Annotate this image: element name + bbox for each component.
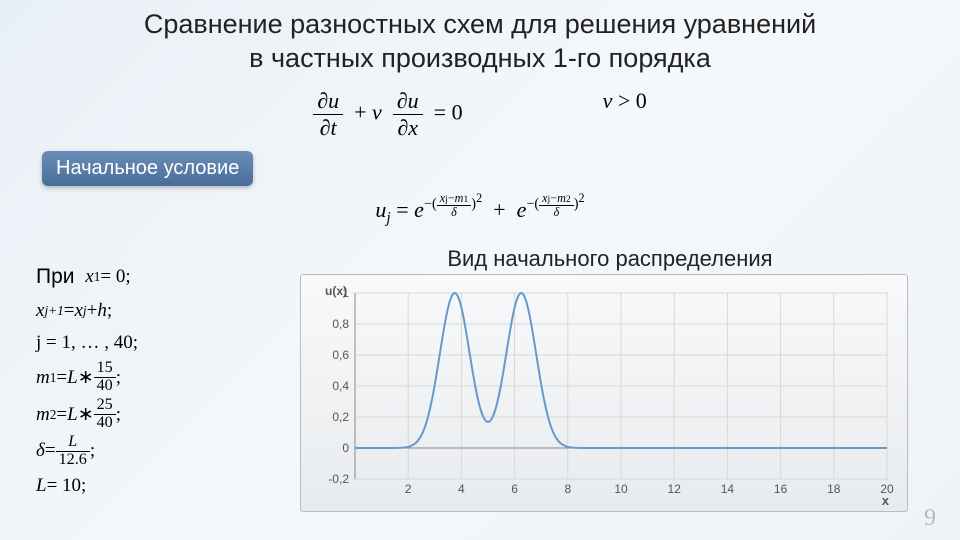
param-m2: m2 = L ∗ 2540; (36, 397, 138, 432)
svg-text:14: 14 (721, 482, 735, 496)
svg-text:0,4: 0,4 (332, 379, 349, 393)
initial-condition-formula: uj = e−(xj−m1δ)2 + e−(xj−m2δ)2 (0, 192, 960, 227)
svg-text:0,8: 0,8 (332, 317, 349, 331)
svg-text:0: 0 (342, 441, 349, 455)
svg-text:0,6: 0,6 (332, 348, 349, 362)
chart-container: 2468101214161820-0,200,20,40,60,81u(x)x (300, 274, 908, 512)
param-x1: При x1 = 0; (36, 260, 138, 294)
param-j: j = 1, … , 40; (36, 328, 138, 358)
param-L: L = 10; (36, 471, 138, 501)
velocity-condition: v > 0 (603, 88, 647, 141)
svg-text:8: 8 (564, 482, 571, 496)
svg-text:u(x): u(x) (325, 284, 347, 298)
svg-text:2: 2 (405, 482, 412, 496)
distribution-chart: 2468101214161820-0,200,20,40,60,81u(x)x (307, 281, 899, 507)
chart-area: Вид начального распределения 2 4 6 8 10 12 14 1… (300, 246, 920, 512)
parameters-column: При x1 = 0; xj+1 = xj + h; j = 1, … , 40… (36, 260, 138, 503)
svg-text:x: x (882, 493, 890, 507)
param-xj1: xj+1 = xj + h; (36, 296, 138, 326)
svg-text:10: 10 (614, 482, 628, 496)
page-number: 9 (924, 505, 936, 532)
svg-text:0,2: 0,2 (332, 410, 349, 424)
svg-text:-0,2: -0,2 (328, 472, 349, 486)
svg-text:6: 6 (511, 482, 518, 496)
title-line-2: в частных производных 1-го порядка (249, 43, 711, 73)
pde-equation: ∂u∂t + v ∂u∂x = 0 (313, 88, 462, 141)
slide-title: Сравнение разностных схем для решения ур… (0, 0, 960, 76)
main-equation-row: ∂u∂t + v ∂u∂x = 0 v > 0 (0, 88, 960, 141)
param-m1: m1 = L ∗ 1540; (36, 360, 138, 395)
svg-text:4: 4 (458, 482, 465, 496)
param-delta: δ = L12.6; (36, 434, 138, 469)
svg-text:12: 12 (668, 482, 682, 496)
svg-text:16: 16 (774, 482, 788, 496)
title-line-1: Сравнение разностных схем для решения ур… (144, 9, 816, 39)
initial-condition-badge: Начальное условие (42, 151, 253, 186)
chart-title: Вид начального распределения (300, 246, 920, 272)
svg-text:18: 18 (827, 482, 841, 496)
